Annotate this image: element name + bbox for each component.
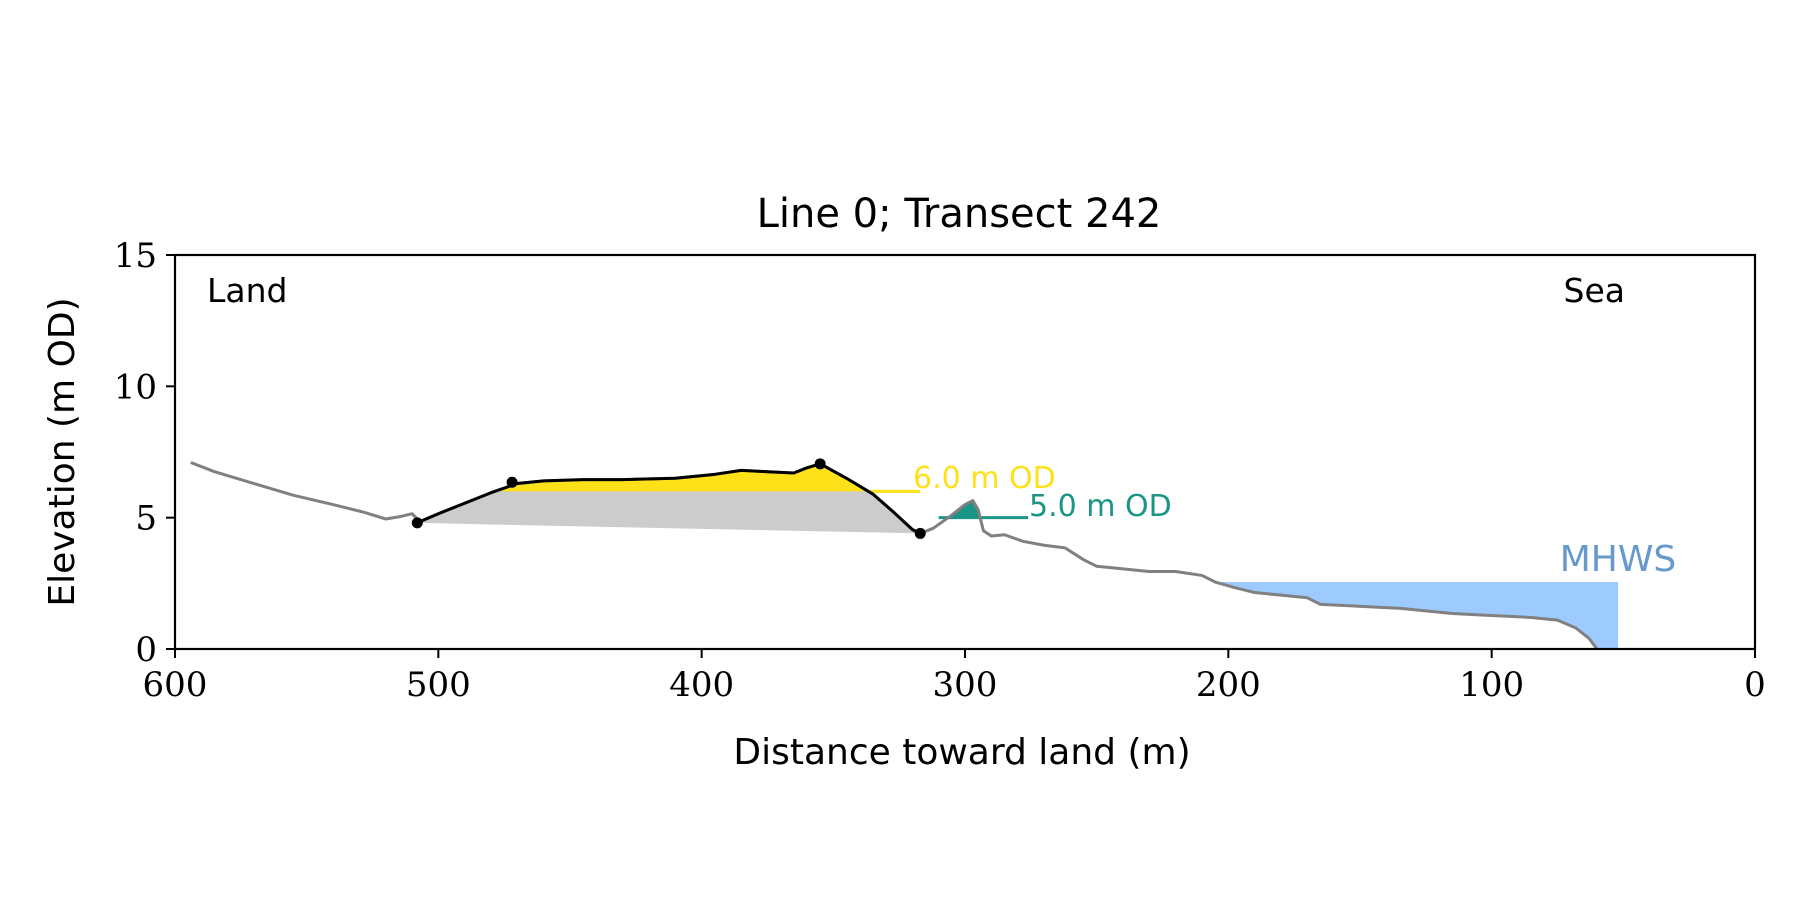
dune-outline-line xyxy=(416,462,921,535)
profile-lines xyxy=(190,461,1599,650)
level-5-label: 5.0 m OD xyxy=(1029,489,1172,524)
axis-ticks: 600 500 400 300 200 100 0 0 5 10 15 xyxy=(114,236,1766,705)
x-tick-label: 200 xyxy=(1196,665,1261,705)
x-tick-label: 600 xyxy=(143,665,208,705)
x-tick-label: 100 xyxy=(1459,665,1524,705)
dune-above-6m-area xyxy=(494,463,869,492)
mhws-label: MHWS xyxy=(1560,539,1677,580)
y-tick-label: 5 xyxy=(135,499,157,539)
land-label: Land xyxy=(207,271,287,310)
y-tick-label: 0 xyxy=(135,630,157,670)
y-tick-label: 15 xyxy=(114,236,157,276)
chart-title: Line 0; Transect 242 xyxy=(757,191,1162,237)
x-tick-label: 0 xyxy=(1744,665,1766,705)
dune-point-2 xyxy=(814,458,826,470)
x-tick-label: 300 xyxy=(933,665,998,705)
y-axis-label: Elevation (m OD) xyxy=(42,297,83,606)
dune-point-1 xyxy=(506,476,518,488)
level-6-label: 6.0 m OD xyxy=(913,461,1056,496)
sea-label: Sea xyxy=(1564,271,1625,310)
mhws-water-area xyxy=(1215,582,1619,649)
dune-point-3 xyxy=(914,527,926,539)
dune-point-0 xyxy=(411,517,423,529)
x-tick-label: 500 xyxy=(406,665,471,705)
dune-body-area xyxy=(417,463,921,534)
x-axis-label: Distance toward land (m) xyxy=(733,732,1190,773)
x-tick-label: 400 xyxy=(669,665,734,705)
dune-markers xyxy=(411,458,926,539)
y-tick-label: 10 xyxy=(114,367,157,407)
